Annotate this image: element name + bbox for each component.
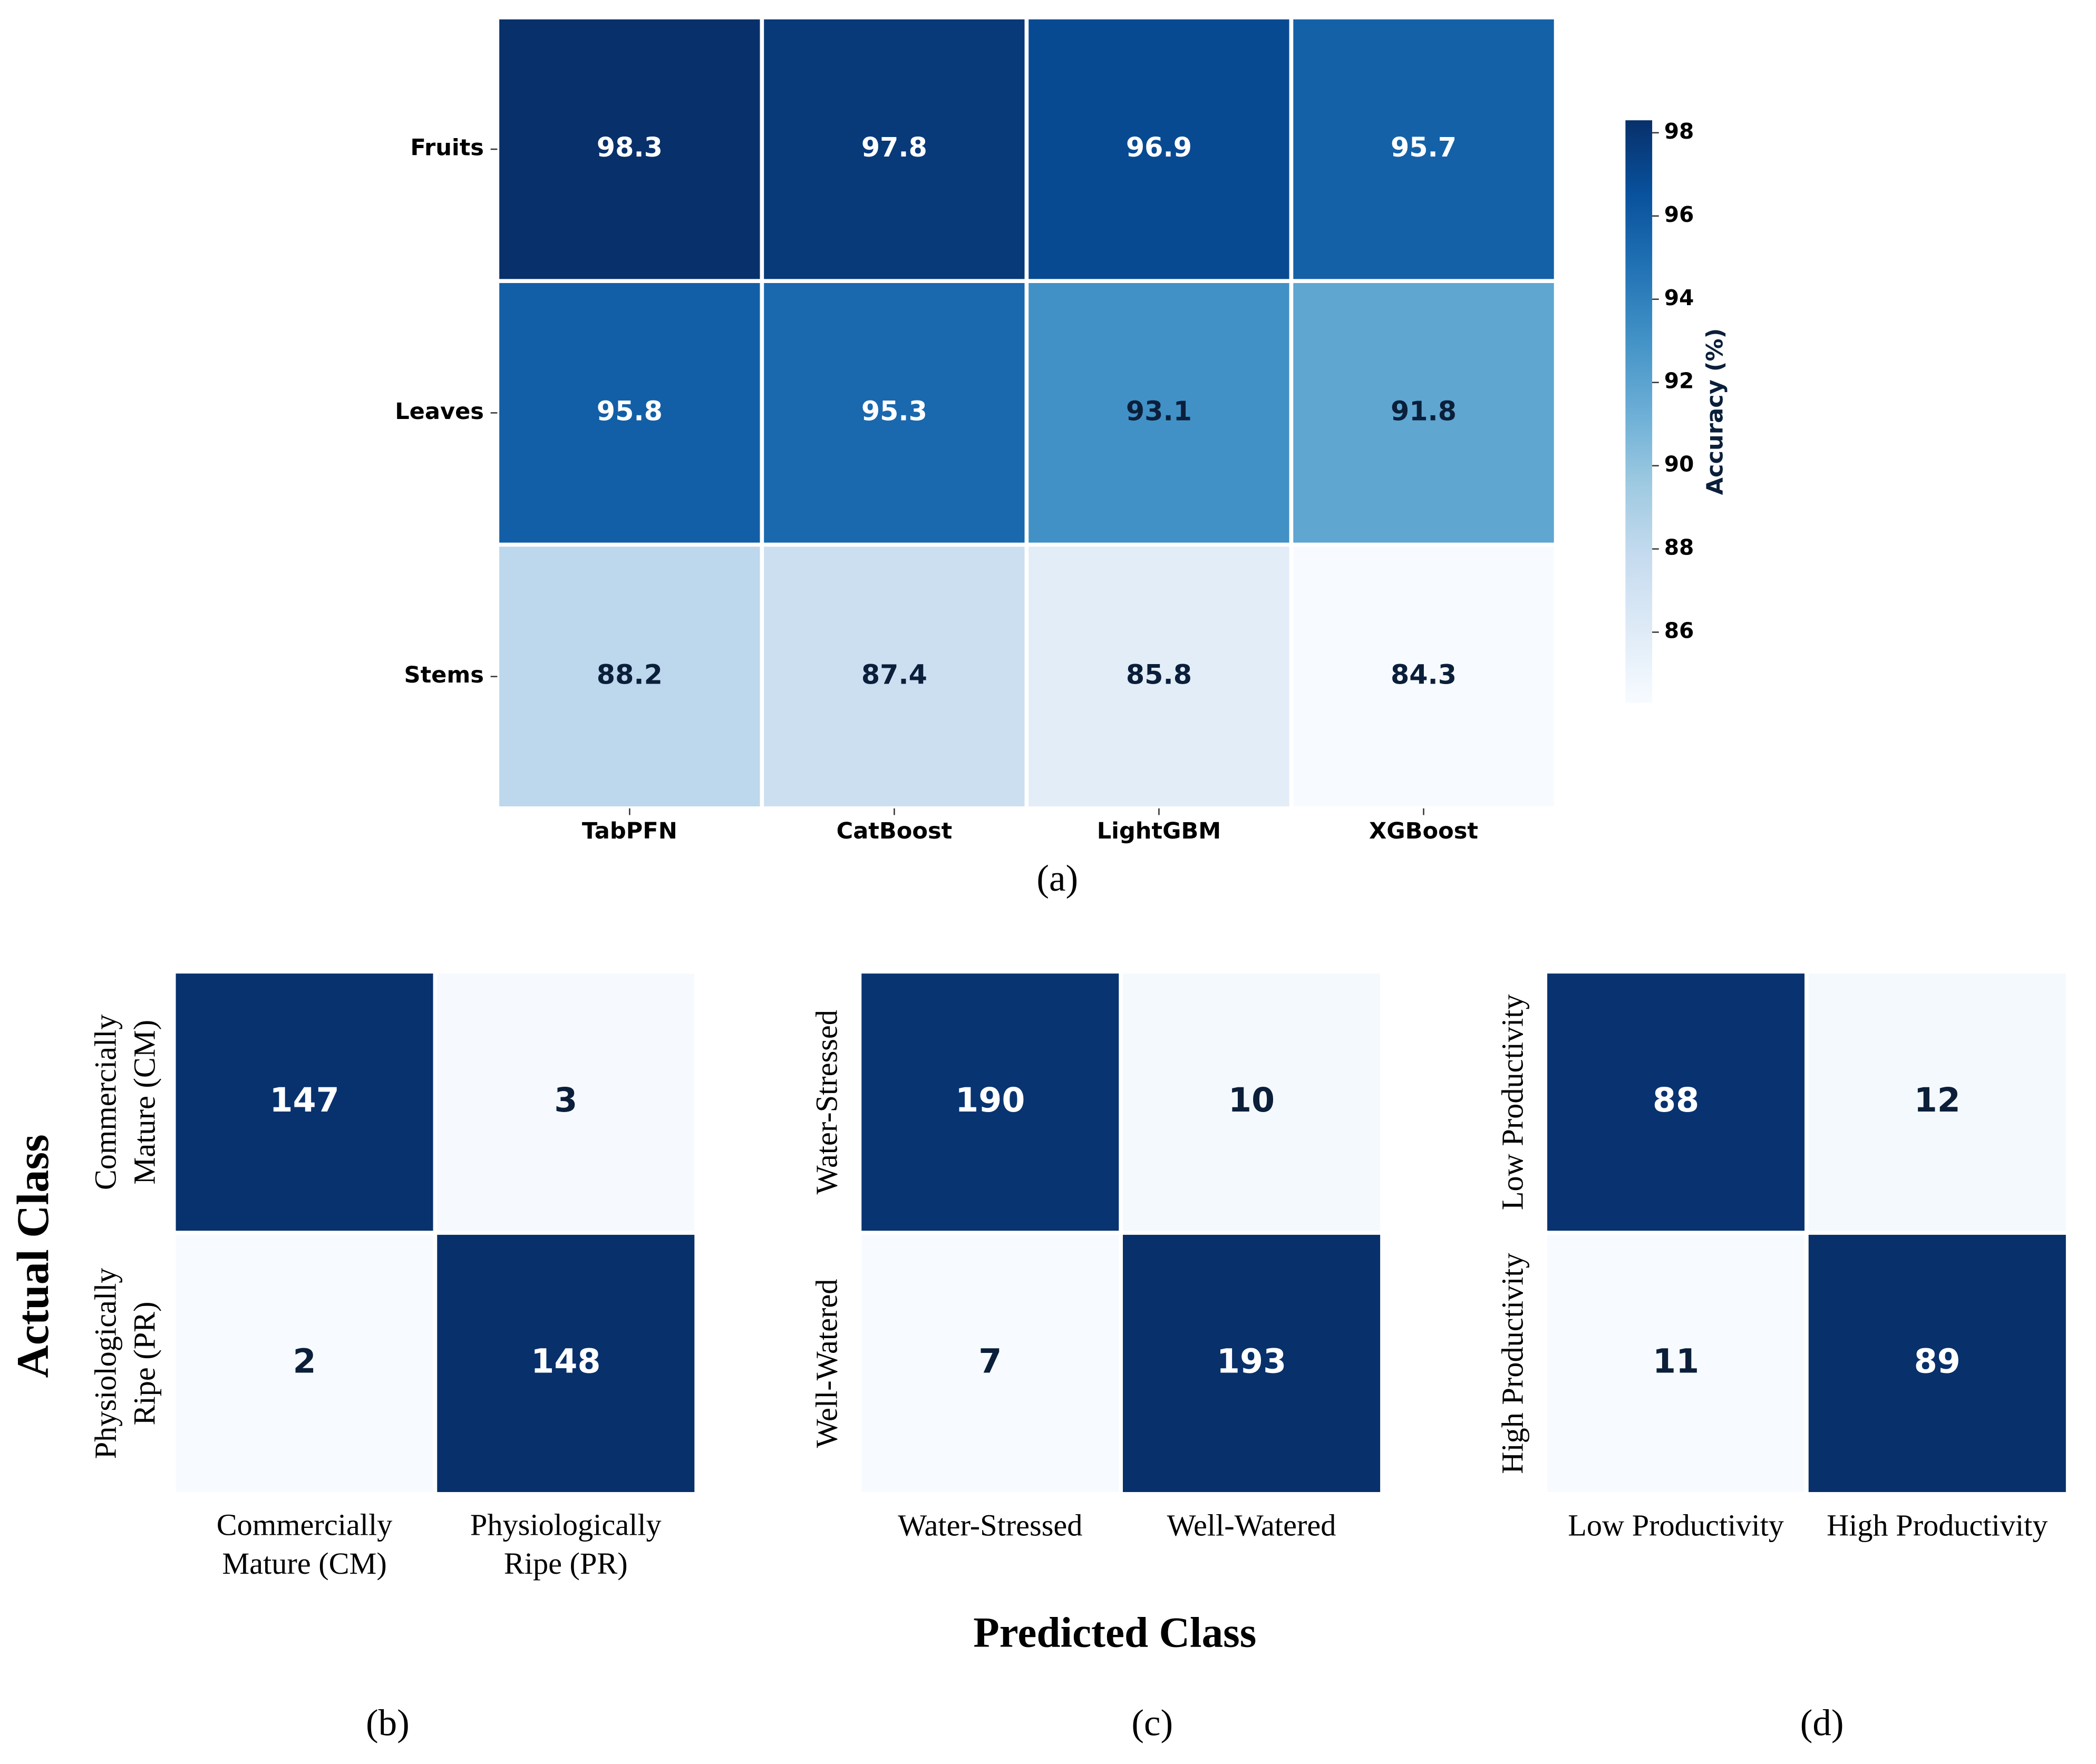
cell-value: 12 [1914,1080,1961,1119]
cell-value: 84.3 [1391,659,1457,690]
x-tick-label: Physiologically Ripe (PR) [470,1508,662,1581]
x-tick-label: CatBoost [837,818,953,844]
x-tick-label: Low Productivity [1568,1508,1784,1543]
cell-value: 85.8 [1126,659,1192,690]
cell-value: 7 [978,1342,1002,1381]
colorbar-label: Accuracy (%) [1702,328,1728,495]
cell-value: 98.3 [597,132,663,163]
x-tick-label: LightGBM [1097,818,1221,844]
cell-value: 93.1 [1126,395,1192,426]
y-tick-label: Leaves [395,398,484,425]
y-tick-label: Low Productivity [1496,994,1530,1210]
cell-value: 96.9 [1126,132,1192,163]
x-tick-label: XGBoost [1369,818,1478,844]
x-tick-label: Well-Watered [1167,1508,1336,1543]
y-axis-label: Actual Class [7,1134,58,1378]
colorbar-tick-label: 90 [1664,452,1694,477]
x-axis-label: Predicted Class [973,1609,1256,1656]
x-tick-label: Water-Stressed [898,1508,1082,1543]
cell-value: 95.3 [861,395,927,426]
x-tick-label: TabPFN [582,818,677,844]
heatmap-cell [1024,15,1294,284]
colorbar-tick-label: 94 [1664,285,1694,310]
heatmap-cell [760,279,1029,547]
cell-value: 97.8 [861,132,927,163]
caption: (d) [1800,1702,1844,1743]
cell-value: 193 [1217,1342,1286,1381]
cell-value: 95.8 [597,395,663,426]
cell-value: 147 [269,1080,339,1119]
cell-value: 89 [1914,1342,1961,1381]
cell-value: 88 [1653,1080,1699,1119]
cell-value: 10 [1228,1080,1275,1119]
colorbar [1625,120,1653,703]
heatmap-cell [171,1231,438,1496]
cell-value: 95.7 [1391,132,1457,163]
cell-value: 88.2 [597,659,663,690]
y-tick-label: High Productivity [1496,1253,1530,1474]
x-tick-label: Commercially Mature (CM) [217,1508,392,1581]
y-tick-label: Commercially Mature (CM) [89,1014,162,1190]
cell-value: 87.4 [861,659,927,690]
heatmap-cell [1119,1231,1384,1496]
cell-value: 2 [293,1342,316,1381]
heatmap-cell [1804,1231,2070,1496]
colorbar-tick-label: 86 [1664,618,1694,643]
heatmap-cell [1804,969,2070,1235]
heatmap-cell [1289,15,1558,284]
heatmap-cell [1289,279,1558,547]
colorbar-tick-label: 88 [1664,535,1694,560]
cell-value: 11 [1653,1342,1699,1381]
x-tick-label: High Productivity [1827,1508,2048,1543]
y-tick-label: Well-Watered [810,1279,844,1448]
cell-value: 3 [554,1080,577,1119]
colorbar-tick-label: 92 [1664,368,1694,394]
caption: (c) [1131,1702,1173,1743]
cell-value: 91.8 [1391,395,1457,426]
heatmap-cell [1543,969,1809,1235]
y-tick-label: Water-Stressed [810,1010,844,1194]
y-tick-label: Fruits [410,135,484,161]
caption: (a) [1036,858,1078,899]
heatmap-cell [495,15,764,284]
heatmap-cell [760,542,1029,811]
heatmap-cell [433,1231,698,1496]
cell-value: 190 [955,1080,1025,1119]
y-tick-label: Physiologically Ripe (PR) [89,1268,162,1459]
y-tick-label: Stems [404,662,484,688]
heatmap-cell [760,15,1029,284]
colorbar-tick-label: 98 [1664,119,1694,144]
colorbar-tick-label: 96 [1664,202,1694,227]
cell-value: 148 [531,1342,600,1381]
heatmap-cell [1289,542,1558,811]
caption: (b) [366,1702,410,1743]
heatmap-cell [1543,1231,1809,1496]
